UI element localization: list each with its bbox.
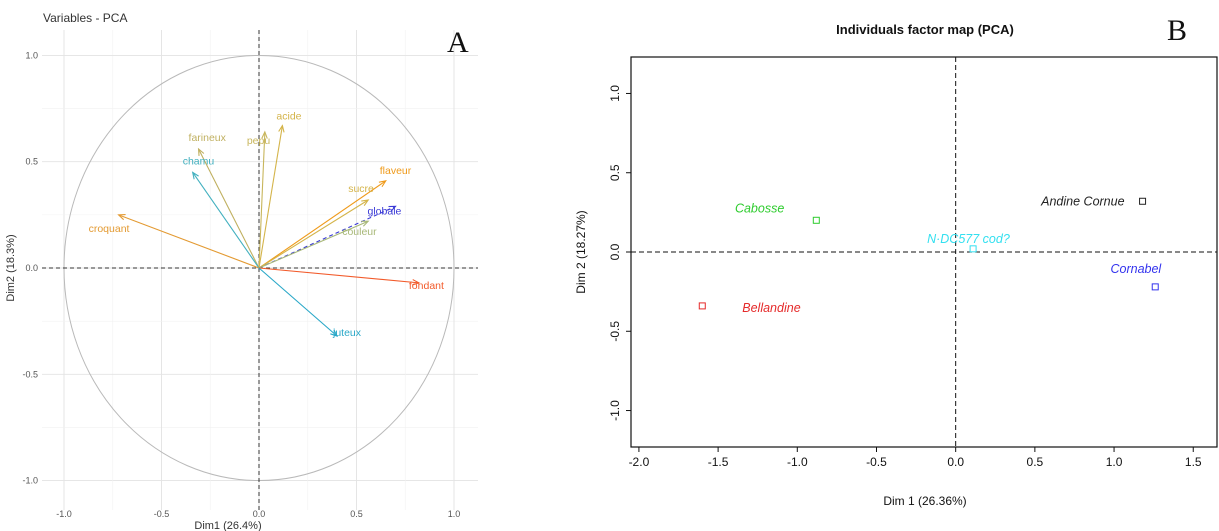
arrow-flaveur — [258, 180, 387, 269]
y-tick-label: 0.0 — [25, 263, 38, 273]
y-axis-label: Dim 2 (18.27%) — [574, 210, 588, 293]
individuals-factor-map-svg: Individuals factor map (PCA) B -2.0 -1.5 -1.… — [574, 14, 1218, 508]
arrow-farineux — [198, 148, 260, 269]
point-marker — [1151, 283, 1159, 291]
y-tick-label: -0.5 — [608, 321, 622, 342]
point-label: Andine Cornue — [1040, 194, 1124, 208]
arrow-croquant — [118, 214, 260, 269]
panel-letter: A — [447, 26, 469, 59]
arrowhead-couleur — [361, 220, 370, 227]
y-axis-label: Dim2 (18.3%) — [5, 234, 17, 301]
plot-area — [42, 30, 478, 510]
x-tick-label: 0.0 — [253, 509, 266, 519]
arrowhead-croquant — [117, 214, 126, 221]
arrow-fondant — [258, 267, 419, 284]
arrow-label-fondant: fondant — [409, 280, 444, 292]
arrowhead-pepu — [261, 130, 268, 139]
x-tick-label: 1.0 — [448, 509, 461, 519]
x-tick-label: -1.0 — [56, 509, 72, 519]
y-tick-label: -0.5 — [22, 369, 38, 379]
point-label: Cornabel — [1110, 262, 1162, 276]
arrow-chamu — [192, 172, 260, 269]
arrowhead-flaveur — [378, 180, 387, 188]
x-tick-label: -0.5 — [154, 509, 170, 519]
arrow-label-globale: globale — [368, 205, 402, 217]
arrowhead-chamu — [191, 171, 199, 180]
point-label: N·DC577 cod? — [927, 232, 1010, 246]
chart-title: Individuals factor map (PCA) — [836, 22, 1014, 37]
arrowhead-fondant — [412, 279, 421, 286]
arrowhead-juteux — [330, 329, 339, 337]
y-tick-label: -1.0 — [608, 400, 622, 421]
point-marker — [1139, 197, 1147, 205]
arrow-label-chamu: chamu — [183, 155, 215, 167]
x-tick-label: 1.0 — [1106, 455, 1123, 469]
variables-pca-svg: Variables - PCA A -1.0 -0.5 0.0 0.5 1.0 -1.0 -0.… — [5, 11, 478, 531]
point-label: Cabosse — [735, 201, 784, 215]
arrow-label-flaveur: flaveur — [380, 165, 412, 177]
y-tick-label: 0.0 — [608, 243, 622, 260]
arrow-label-pepu: pepu — [247, 135, 271, 147]
x-axis-label: Dim 1 (26.36%) — [883, 494, 966, 508]
arrowhead-sucre — [361, 199, 370, 207]
arrow-acide — [258, 125, 283, 269]
x-tick-label: 0.5 — [350, 509, 363, 519]
x-tick-label: -0.5 — [866, 455, 887, 469]
point-marker — [698, 302, 706, 310]
arrow-label-couleur: couleur — [342, 226, 377, 238]
y-tick-label: 0.5 — [608, 164, 622, 181]
arrow-sucre — [258, 199, 369, 269]
x-axis-label: Dim1 (26.4%) — [194, 520, 261, 531]
x-tick-label: -1.0 — [787, 455, 808, 469]
variables-pca-chart: Variables - PCA A -1.0 -0.5 0.0 0.5 1.0 -1.0 -0.… — [0, 0, 480, 531]
arrow-label-farineux: farineux — [189, 132, 227, 144]
point-marker — [969, 245, 977, 253]
x-tick-label: 0.0 — [947, 455, 964, 469]
arrow-label-juteux: juteux — [332, 327, 362, 339]
arrow-pepu — [258, 131, 266, 269]
arrow-label-croquant: croquant — [89, 223, 130, 235]
x-tick-label: -1.5 — [708, 455, 729, 469]
arrowhead-globale — [388, 205, 397, 212]
chart-title: Variables - PCA — [43, 11, 127, 25]
point-marker — [812, 216, 820, 224]
arrow-juteux — [258, 267, 338, 337]
arrowhead-farineux — [197, 147, 205, 156]
point-label: Bellandine — [742, 301, 800, 315]
x-tick-label: 1.5 — [1185, 455, 1202, 469]
y-tick-label: 0.5 — [25, 157, 38, 167]
x-tick-label: -2.0 — [629, 455, 650, 469]
arrow-couleur — [258, 220, 369, 269]
arrow-label-acide: acide — [276, 111, 301, 123]
y-tick-label: 1.0 — [608, 85, 622, 102]
arrowhead-acide — [278, 124, 285, 133]
panel-letter: B — [1167, 14, 1187, 47]
individuals-factor-map-chart: Individuals factor map (PCA) B -2.0 -1.5 -1.… — [565, 0, 1219, 531]
y-tick-label: 1.0 — [25, 50, 38, 60]
arrow-label-sucre: sucre — [348, 183, 374, 195]
y-tick-label: -1.0 — [22, 476, 38, 486]
x-tick-label: 0.5 — [1027, 455, 1044, 469]
